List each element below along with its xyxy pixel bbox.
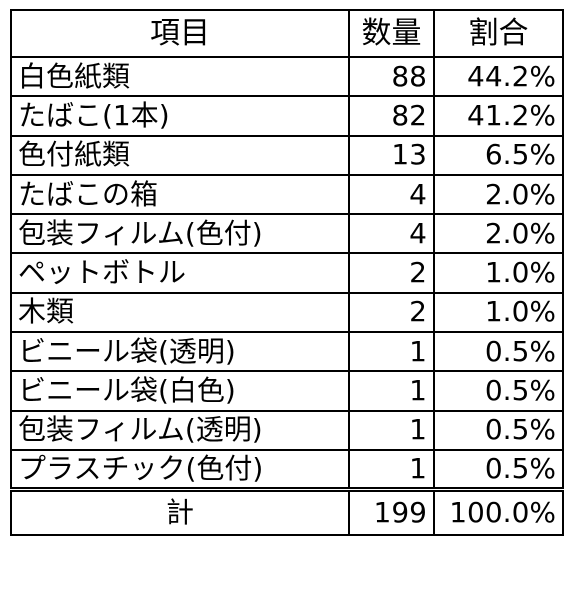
- cell-item: 白色紙類: [10, 55, 350, 98]
- cell-item: プラスチック(色付): [10, 448, 350, 491]
- total-row: 計 199 100.0%: [10, 486, 564, 537]
- cell-item: ペットボトル: [10, 252, 350, 294]
- cell-quantity: 1: [348, 409, 435, 451]
- cell-quantity: 1: [348, 370, 435, 412]
- cell-quantity: 2: [348, 252, 435, 294]
- table-row: ビニール袋(白色) 1 0.5%: [10, 370, 564, 412]
- cell-quantity: 1: [348, 448, 435, 491]
- total-ratio: 100.0%: [433, 486, 564, 537]
- table-row: 包装フィルム(透明) 1 0.5%: [10, 409, 564, 451]
- cell-item: たばこの箱: [10, 173, 350, 216]
- cell-ratio: 0.5%: [433, 370, 564, 412]
- table-row: ペットボトル 2 1.0%: [10, 252, 564, 294]
- litter-summary-table: 項目 数量 割合 白色紙類 88 44.2% たばこ(1本) 82 41.2% …: [10, 9, 564, 537]
- header-ratio: 割合: [433, 9, 564, 58]
- cell-item: たばこ(1本): [10, 95, 350, 137]
- cell-quantity: 82: [348, 95, 435, 137]
- table-row: たばこ(1本) 82 41.2%: [10, 95, 564, 137]
- cell-item: ビニール袋(白色): [10, 370, 350, 412]
- cell-ratio: 6.5%: [433, 134, 564, 176]
- table-row: たばこの箱 4 2.0%: [10, 173, 564, 216]
- cell-item: 包装フィルム(色付): [10, 213, 350, 255]
- table-row: 色付紙類 13 6.5%: [10, 134, 564, 176]
- table-row: 木類 2 1.0%: [10, 291, 564, 334]
- cell-item: 色付紙類: [10, 134, 350, 176]
- cell-ratio: 1.0%: [433, 252, 564, 294]
- cell-quantity: 4: [348, 213, 435, 255]
- table-row: 包装フィルム(色付) 4 2.0%: [10, 213, 564, 255]
- table-row: ビニール袋(透明) 1 0.5%: [10, 331, 564, 373]
- cell-item: 包装フィルム(透明): [10, 409, 350, 451]
- header-item: 項目: [10, 9, 350, 58]
- cell-quantity: 13: [348, 134, 435, 176]
- cell-ratio: 2.0%: [433, 173, 564, 216]
- cell-quantity: 1: [348, 331, 435, 373]
- cell-item: ビニール袋(透明): [10, 331, 350, 373]
- cell-quantity: 2: [348, 291, 435, 334]
- header-row: 項目 数量 割合: [10, 9, 564, 58]
- header-quantity: 数量: [348, 9, 435, 58]
- table-row: 白色紙類 88 44.2%: [10, 55, 564, 98]
- cell-quantity: 88: [348, 55, 435, 98]
- cell-ratio: 0.5%: [433, 448, 564, 491]
- cell-ratio: 0.5%: [433, 409, 564, 451]
- total-quantity: 199: [348, 486, 435, 537]
- cell-ratio: 0.5%: [433, 331, 564, 373]
- cell-item: 木類: [10, 291, 350, 334]
- cell-quantity: 4: [348, 173, 435, 216]
- table-row: プラスチック(色付) 1 0.5%: [10, 448, 564, 491]
- cell-ratio: 44.2%: [433, 55, 564, 98]
- cell-ratio: 1.0%: [433, 291, 564, 334]
- cell-ratio: 2.0%: [433, 213, 564, 255]
- cell-ratio: 41.2%: [433, 95, 564, 137]
- total-label: 計: [10, 486, 350, 537]
